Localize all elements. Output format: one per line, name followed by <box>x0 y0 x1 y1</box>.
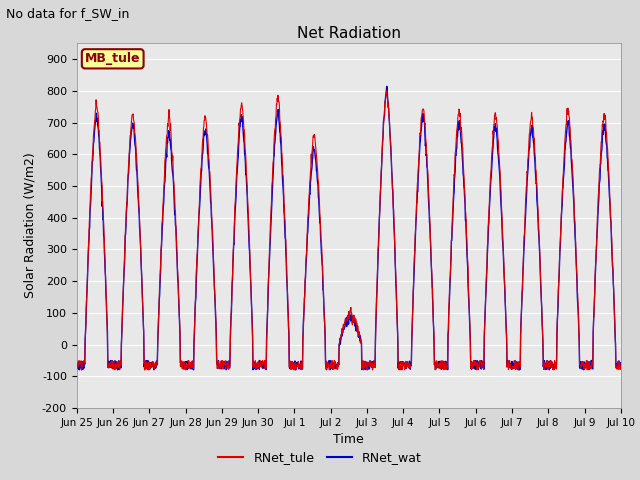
RNet_wat <box>383 84 390 89</box>
RNet_tule <box>73 358 81 364</box>
RNet_tule <box>141 367 148 373</box>
RNet_wat <box>553 333 561 339</box>
Text: MB_tule: MB_tule <box>85 52 140 65</box>
X-axis label: Time: Time <box>333 433 364 446</box>
RNet_tule <box>617 364 625 370</box>
RNet_wat <box>292 367 300 373</box>
Line: RNet_tule: RNet_tule <box>77 91 621 370</box>
RNet_wat <box>73 364 81 370</box>
Text: No data for f_SW_in: No data for f_SW_in <box>6 7 130 20</box>
Line: RNet_wat: RNet_wat <box>77 86 621 370</box>
RNet_tule <box>553 330 561 336</box>
RNet_tule <box>383 88 390 94</box>
RNet_tule <box>255 361 263 367</box>
RNet_wat <box>434 359 442 365</box>
RNet_wat <box>194 240 202 246</box>
RNet_tule <box>434 362 442 368</box>
RNet_wat <box>505 358 513 364</box>
RNet_wat <box>255 366 262 372</box>
Y-axis label: Solar Radiation (W/m2): Solar Radiation (W/m2) <box>24 153 36 299</box>
RNet_wat <box>617 360 625 365</box>
RNet_tule <box>505 358 513 364</box>
RNet_tule <box>181 364 189 370</box>
RNet_wat <box>180 366 188 372</box>
Title: Net Radiation: Net Radiation <box>297 25 401 41</box>
RNet_tule <box>195 228 202 233</box>
Legend: RNet_tule, RNet_wat: RNet_tule, RNet_wat <box>213 446 427 469</box>
